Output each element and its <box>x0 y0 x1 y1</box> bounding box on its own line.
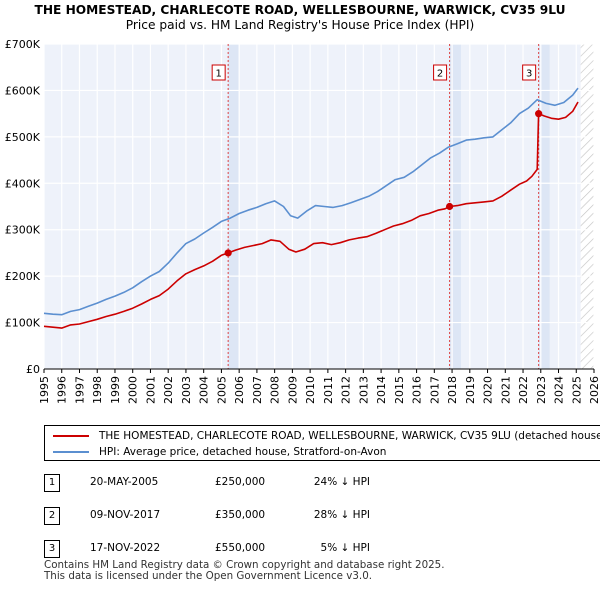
sale-row: 2 09-NOV-2017 £350,000 28% ↓ HPI <box>0 507 600 527</box>
x-tick-label: 2022 <box>517 376 530 404</box>
sale-date: 17-NOV-2022 <box>90 542 161 554</box>
sale-marker-box <box>522 64 537 81</box>
x-tick-label: 2019 <box>464 376 477 404</box>
sale-marker-box <box>433 64 448 81</box>
x-tick-label: 2013 <box>357 376 370 404</box>
sale-marker-label: 2 <box>437 69 443 80</box>
x-tick-label: 2024 <box>553 376 566 404</box>
y-tick-label: £600K <box>5 84 41 97</box>
footer: Contains HM Land Registry data © Crown c… <box>44 560 445 582</box>
sale-date: 20-MAY-2005 <box>90 476 159 488</box>
x-tick-label: 2004 <box>198 376 211 404</box>
x-tick-label: 2009 <box>286 376 299 404</box>
sale-number-badge: 2 <box>44 507 60 525</box>
sale-point <box>445 202 454 211</box>
x-tick-label: 2007 <box>251 376 264 404</box>
price-chart: 1 2 3 £0 £100K £200K £300K £400K £500K £600K £700K… <box>5 38 600 404</box>
y-tick-label: £700K <box>5 38 41 51</box>
x-tick-label: 2006 <box>233 376 246 404</box>
series-line-hpi <box>43 87 579 316</box>
sale-point <box>224 249 232 257</box>
sale-point <box>535 110 543 118</box>
y-tick-label: £0 <box>26 363 40 376</box>
x-tick-label: 2008 <box>269 376 282 404</box>
sale-price: £350,000 <box>215 509 266 521</box>
shaded-period <box>228 44 240 369</box>
x-tick-label: 2003 <box>180 376 193 404</box>
y-tick-label: £100K <box>5 317 41 330</box>
sale-row: 3 17-NOV-2022 £550,000 5% ↓ HPI <box>0 540 600 560</box>
footer-copyright: Contains HM Land Registry data © Crown c… <box>44 559 445 571</box>
chart-title: THE HOMESTEAD, CHARLECOTE ROAD, WELLESBO… <box>34 3 566 17</box>
sale-date: 09-NOV-2017 <box>90 509 161 521</box>
sale-row: 1 20-MAY-2005 £250,000 24% ↓ HPI <box>0 474 600 494</box>
x-tick-label: 2021 <box>499 376 512 404</box>
x-tick-label: 2000 <box>127 376 140 404</box>
x-tick-label: 2011 <box>322 376 335 404</box>
sale-hpi-diff: 5% ↓ HPI <box>320 542 370 554</box>
legend-item-property: THE HOMESTEAD, CHARLECOTE ROAD, WELLESBO… <box>53 428 600 444</box>
legend-label-hpi: HPI: Average price, detached house, Stra… <box>99 446 387 458</box>
x-tick-label: 2001 <box>144 376 157 404</box>
sale-number-badge: 3 <box>44 540 60 558</box>
legend-item-hpi: HPI: Average price, detached house, Stra… <box>53 444 386 460</box>
sale-price: £550,000 <box>215 542 266 554</box>
x-tick-label: 2020 <box>482 376 495 404</box>
x-tick-label: 2018 <box>446 376 459 404</box>
sale-hpi-diff: 24% ↓ HPI <box>313 476 370 488</box>
sale-price: £250,000 <box>215 476 266 488</box>
x-tick-label: 2002 <box>162 376 175 404</box>
x-tick-label: 1997 <box>73 376 86 404</box>
shaded-period <box>538 44 550 369</box>
sale-marker-label: 3 <box>526 69 532 80</box>
x-tick-label: 1998 <box>91 376 104 404</box>
sale-number-badge: 1 <box>44 474 60 492</box>
sale-marker-label: 1 <box>215 69 221 80</box>
legend-swatch-property <box>53 435 89 437</box>
legend-label-property: THE HOMESTEAD, CHARLECOTE ROAD, WELLESBO… <box>99 430 600 442</box>
x-tick-label: 1996 <box>56 376 69 404</box>
x-tick-label: 2015 <box>393 376 406 404</box>
footer-licence: This data is licensed under the Open Gov… <box>44 570 373 582</box>
x-tick-label: 2025 <box>570 376 583 404</box>
x-tick-label: 2012 <box>340 376 353 404</box>
x-tick-label: 2016 <box>411 376 424 404</box>
x-tick-label: 2005 <box>215 376 228 404</box>
x-tick-label: 2023 <box>535 376 548 404</box>
x-tick-label: 2010 <box>304 376 317 404</box>
series-line-property <box>43 101 579 329</box>
x-tick-label: 2026 <box>588 376 600 404</box>
future-hatch <box>580 44 594 369</box>
x-tick-label: 1999 <box>109 376 122 404</box>
x-tick-label: 2014 <box>375 376 388 404</box>
legend: THE HOMESTEAD, CHARLECOTE ROAD, WELLESBO… <box>44 425 600 461</box>
sale-hpi-diff: 28% ↓ HPI <box>313 509 370 521</box>
sale-marker-box <box>211 64 226 81</box>
legend-swatch-hpi <box>53 451 89 453</box>
chart-subtitle: Price paid vs. HM Land Registry's House … <box>125 18 475 32</box>
y-tick-label: £200K <box>5 270 41 283</box>
y-tick-label: £500K <box>5 131 41 144</box>
x-tick-label: 1995 <box>38 376 51 404</box>
y-tick-label: £400K <box>5 177 41 190</box>
y-tick-label: £300K <box>5 224 41 237</box>
x-tick-label: 2017 <box>428 376 441 404</box>
